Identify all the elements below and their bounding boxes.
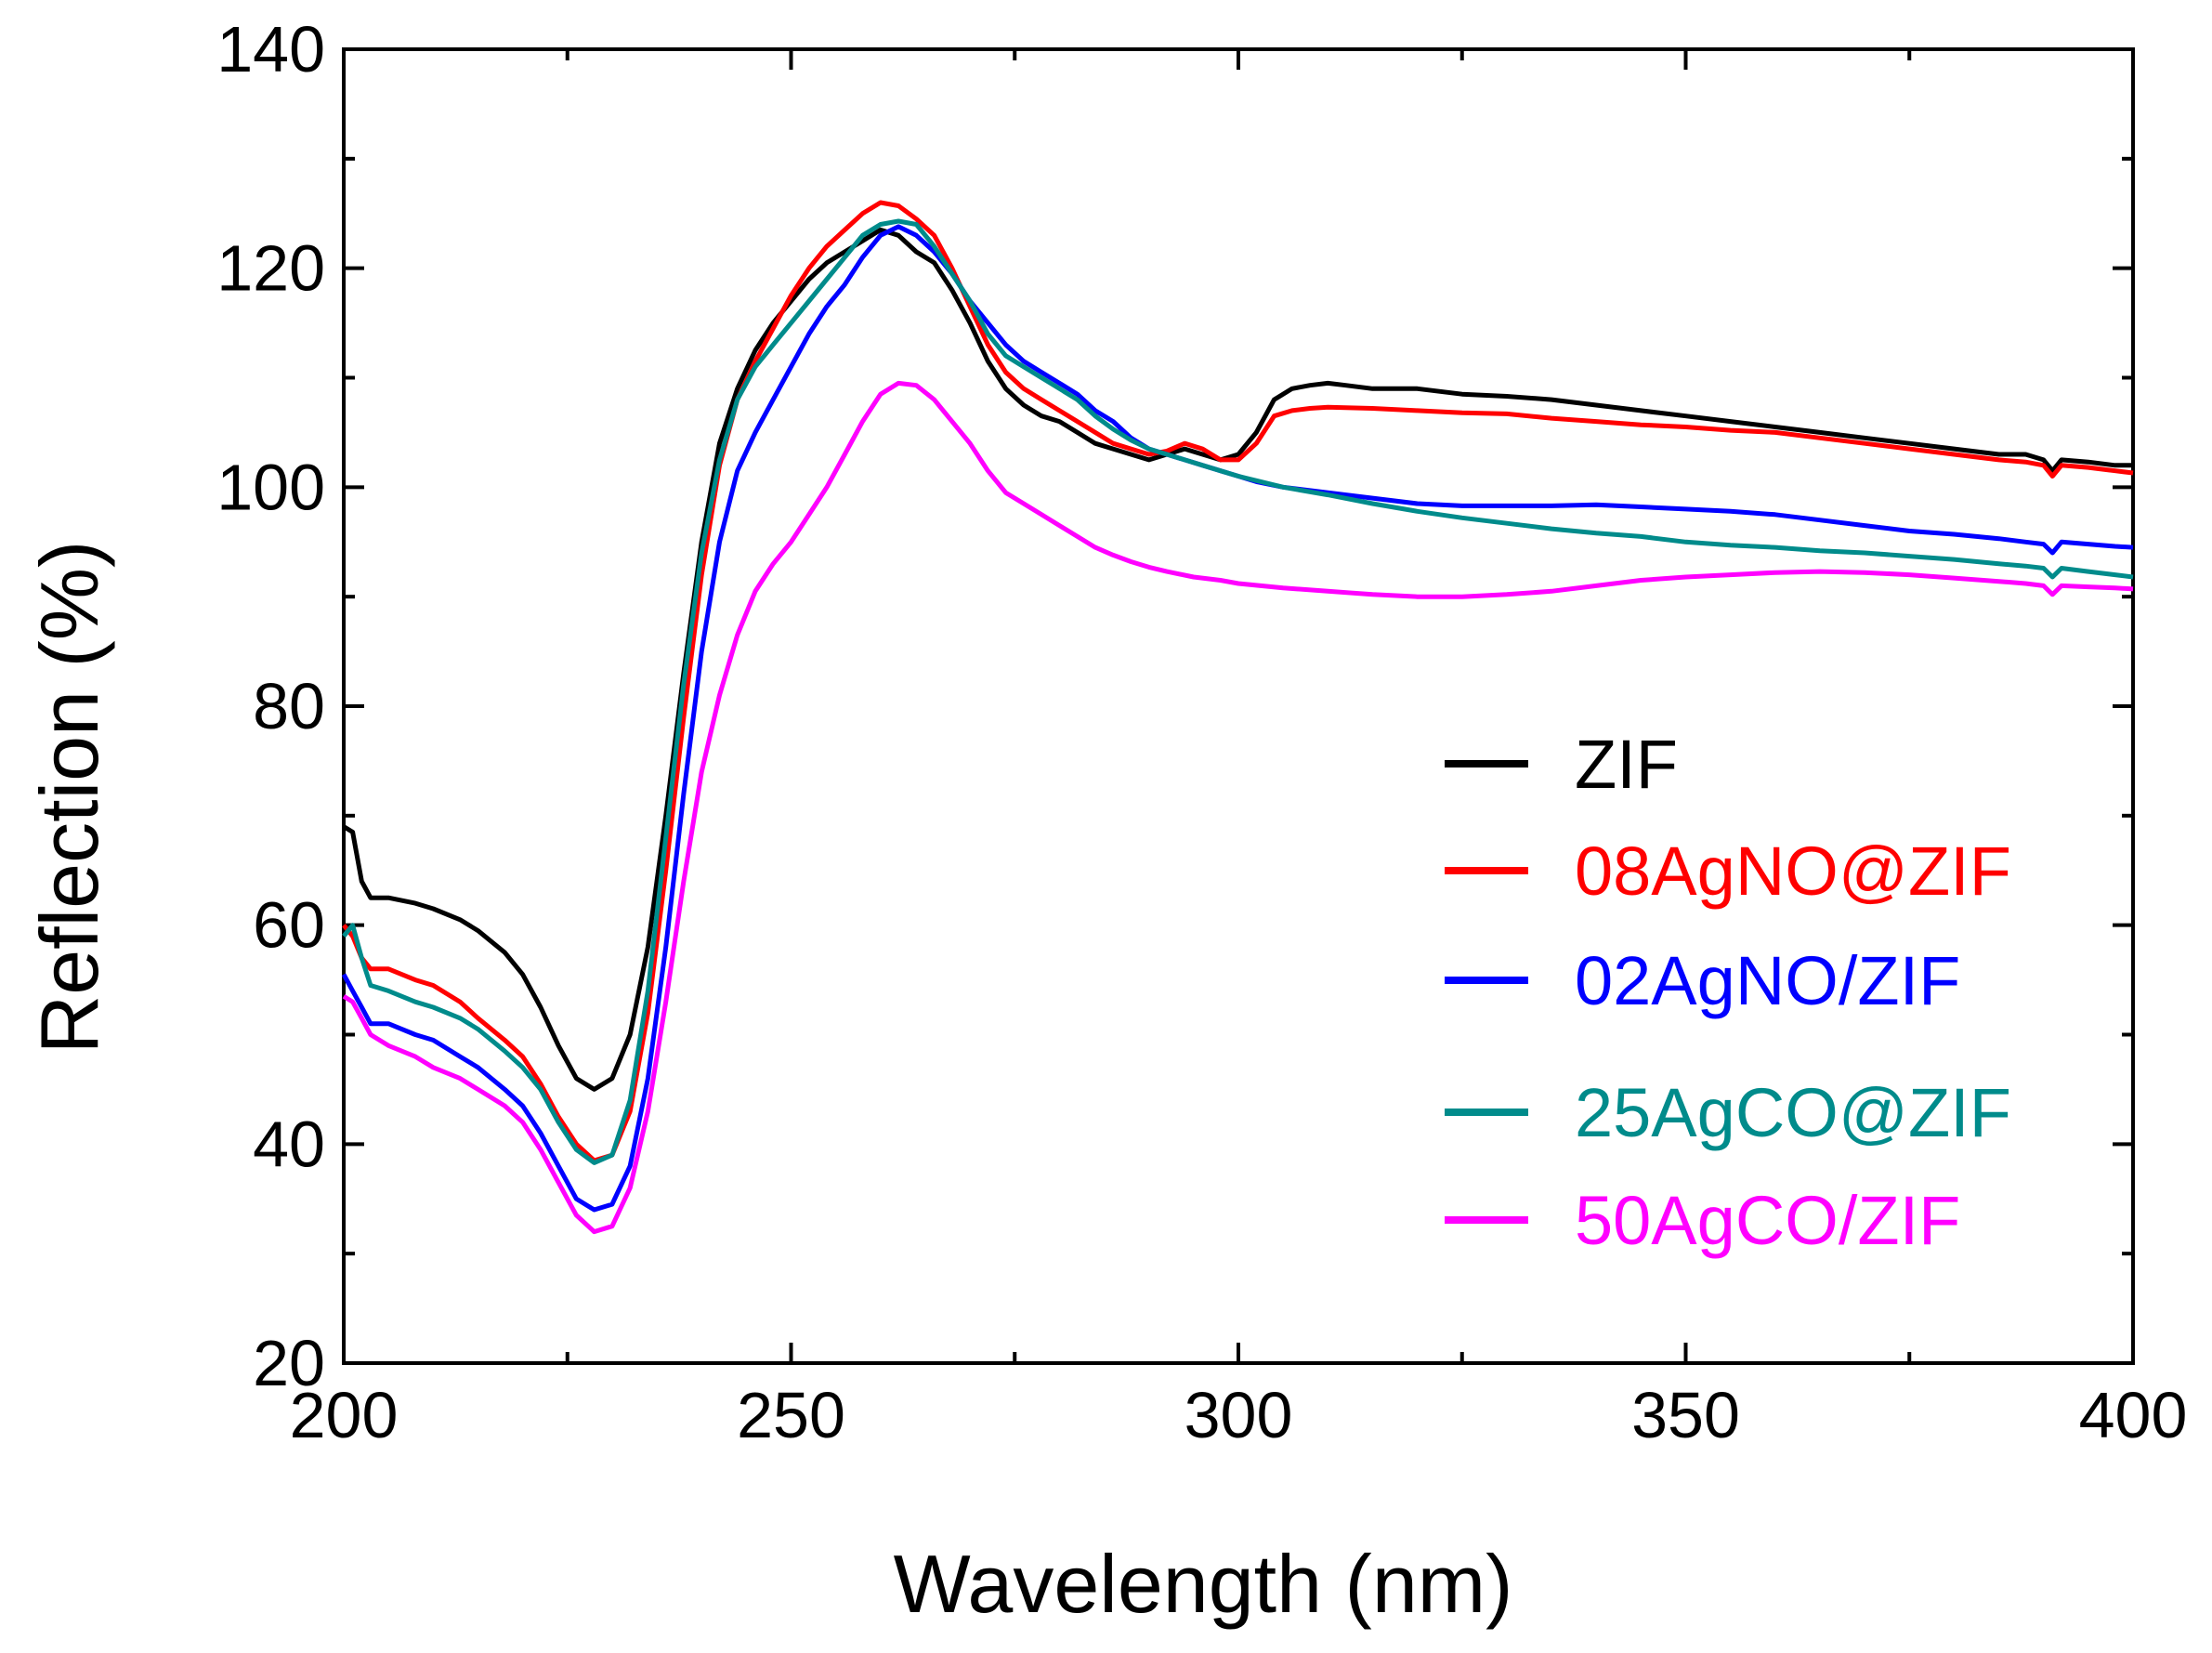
plot-frame: [342, 47, 2135, 1365]
x-tick-label: 250: [737, 1379, 845, 1451]
y-tick-label: 20: [253, 1327, 325, 1399]
x-axis-label: Wavelength (nm): [894, 1538, 1513, 1630]
y-axis-label: Reflection (%): [23, 541, 115, 1055]
x-tick-label: 200: [290, 1379, 399, 1451]
y-tick-label: 140: [216, 13, 325, 85]
legend-label-2: 08AgNO@ZIF: [1575, 833, 2011, 910]
series-line-5: [342, 380, 2134, 1235]
y-tick-label: 100: [216, 451, 325, 523]
x-tick-label: 350: [1631, 1379, 1740, 1451]
y-tick-label: 80: [253, 670, 325, 742]
x-tick-label: 400: [2079, 1379, 2188, 1451]
y-tick-label: 120: [216, 232, 325, 305]
series-line-3: [341, 224, 2134, 1213]
legend-label-5: 50AgCO/ZIF: [1575, 1182, 1960, 1259]
series-line-2: [342, 200, 2134, 1163]
y-tick-label: 40: [253, 1108, 325, 1180]
y-tick-label: 60: [253, 889, 325, 962]
legend: ZIF 08AgNO@ZIF 02AgNO/ZIF 25AgCO@ZIF 50AgCO/…: [1445, 726, 2011, 1259]
x-tick-label: 300: [1185, 1379, 1293, 1451]
series-line-4: [342, 218, 2134, 1165]
legend-label-3: 02AgNO/ZIF: [1575, 942, 1960, 1019]
legend-label-1: ZIF: [1575, 726, 1678, 803]
series-line-1: [342, 227, 2133, 1092]
legend-label-4: 25AgCO@ZIF: [1575, 1074, 2011, 1151]
